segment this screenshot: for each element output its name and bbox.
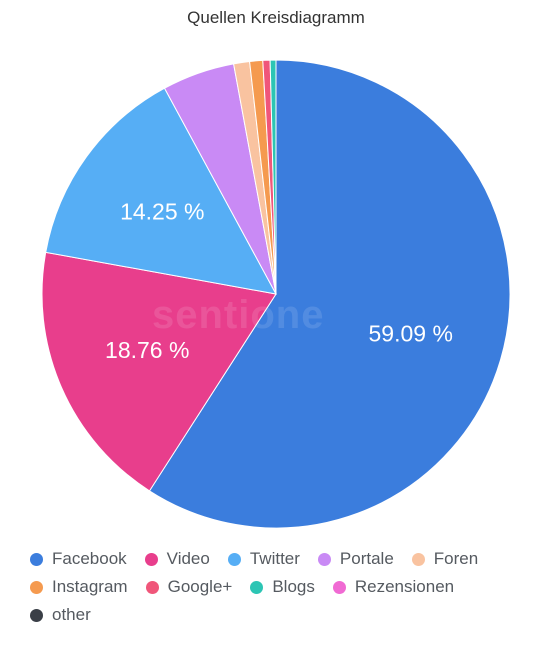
- legend-label: Twitter: [249, 549, 300, 568]
- legend-item-portale[interactable]: Portale: [317, 549, 394, 569]
- legend-marker: [227, 552, 241, 566]
- legend-marker: [30, 580, 43, 594]
- pie-slice-blogs[interactable]: [269, 59, 277, 295]
- legend-label: Instagram: [52, 577, 128, 596]
- pie-slice-twitter[interactable]: [45, 87, 277, 295]
- legend-item-other[interactable]: other: [30, 605, 91, 625]
- data-label: 18.76 %: [105, 337, 189, 363]
- legend: Facebook Video Twitter Portale Foren Ins…: [30, 545, 540, 629]
- legend-marker: [144, 552, 158, 566]
- legend-item-video[interactable]: Video: [144, 549, 210, 569]
- legend-marker: [30, 608, 43, 622]
- legend-label: Foren: [433, 549, 479, 568]
- legend-label: Blogs: [272, 577, 315, 596]
- pie-slice-video[interactable]: [41, 251, 277, 492]
- watermark-logo: sentione: [152, 293, 325, 337]
- legend-marker: [332, 580, 346, 594]
- legend-marker: [317, 552, 331, 566]
- legend-item-foren[interactable]: Foren: [411, 549, 479, 569]
- legend-row: Instagram Google+ Blogs Rezensionen: [30, 573, 540, 601]
- pie-slice-facebook[interactable]: [148, 59, 511, 529]
- legend-label: Facebook: [52, 549, 127, 568]
- legend-row: Facebook Video Twitter Portale Foren: [30, 545, 540, 573]
- legend-item-twitter[interactable]: Twitter: [227, 549, 300, 569]
- legend-label: Portale: [339, 549, 394, 568]
- chart-title: Quellen Kreisdiagramm: [187, 8, 365, 27]
- legend-label: other: [52, 605, 91, 624]
- legend-label: Google+: [167, 577, 233, 596]
- legend-item-instagram[interactable]: Instagram: [30, 577, 128, 597]
- pie-chart: 59.09 % 18.76 % 14.25 %: [41, 59, 511, 529]
- legend-item-rezensionen[interactable]: Rezensionen: [332, 577, 455, 597]
- legend-marker: [30, 552, 43, 566]
- legend-item-google-plus[interactable]: Google+: [145, 577, 233, 597]
- legend-label: Rezensionen: [354, 577, 455, 596]
- legend-marker: [250, 580, 264, 594]
- legend-marker: [411, 552, 425, 566]
- legend-label: Video: [166, 549, 210, 568]
- legend-row: other: [30, 601, 540, 629]
- legend-item-facebook[interactable]: Facebook: [30, 549, 127, 569]
- data-label: 59.09 %: [369, 321, 453, 347]
- legend-marker: [145, 580, 159, 594]
- data-label: 14.25 %: [120, 199, 204, 225]
- legend-item-blogs[interactable]: Blogs: [250, 577, 315, 597]
